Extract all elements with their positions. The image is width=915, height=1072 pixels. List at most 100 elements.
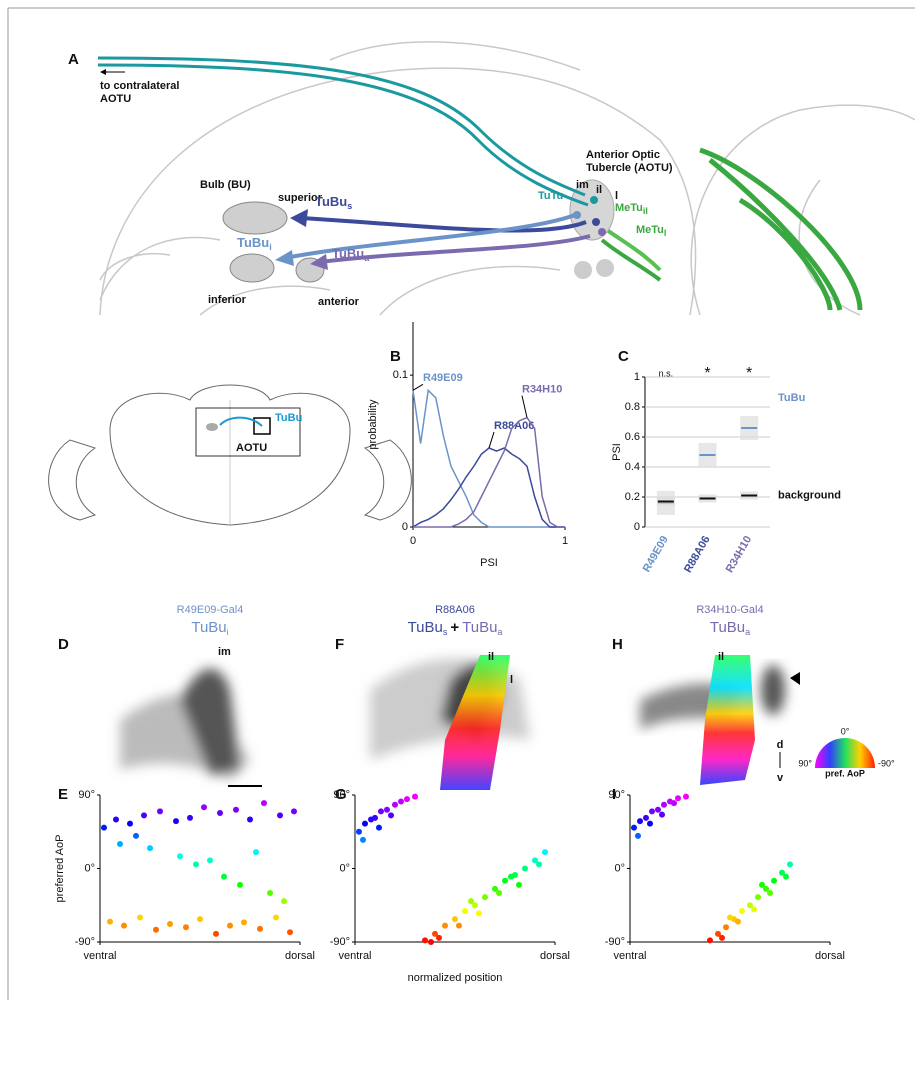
driver: R88A06 [435,604,475,616]
x-tick-label: R49E09 [641,534,671,574]
leader [522,396,527,418]
y-tick-label: 0.6 [625,431,640,443]
point [213,931,219,937]
line [413,390,565,527]
x-tick-label: R34H10 [724,534,755,575]
y-tick-label: 90° [608,789,625,801]
label: il [596,184,602,196]
x-tick-label: ventral [338,950,371,962]
point [267,890,273,896]
point [273,915,279,921]
annotation: n.s. [659,368,674,378]
point [127,821,133,827]
point [362,821,368,827]
point [398,799,404,805]
panel-f: F R88A06 TuBus+TuBua il l [335,604,530,790]
point [671,800,677,806]
driver: R49E09-Gal4 [177,604,244,616]
panel-letter: A [68,51,79,68]
point [291,808,297,814]
legend-label: background [778,489,841,501]
series-label: R34H10 [522,384,562,396]
tubu [220,418,262,426]
point [281,898,287,904]
label: anterior [318,296,360,308]
label: inferior [208,294,247,306]
panel-h: H R34H10-Gal4 TuBua il d v 0° 90° -90° p… [612,604,895,785]
point [177,853,183,859]
y-tick-label: 0.8 [625,401,640,413]
point [452,916,458,922]
cell [592,218,600,226]
x-tick-label: R88A06 [682,534,713,575]
point [384,807,390,813]
arrow [290,209,308,227]
point [217,810,223,816]
colorbar-label: pref. AoP [825,768,865,778]
y-tick-label: 0° [614,862,625,874]
x-axis-label: PSI [480,557,498,569]
y-tick-label: -90° [330,936,350,948]
label: im [218,646,231,658]
panel-letter: B [390,348,401,365]
y-tick-label: 0.1 [393,369,408,381]
cell-type: TuBua [710,619,750,637]
x-tick-label: dorsal [540,950,570,962]
point [241,919,247,925]
label: Tubercle (AOTU) [586,162,673,174]
figure: A to contralateral AOTU Anterior Optic T… [0,0,915,1067]
point [436,935,442,941]
metu-projection [700,150,860,310]
point [221,874,227,880]
label: Anterior Optic [586,149,660,161]
point [683,794,689,800]
point [360,837,366,843]
optic-lobe [49,440,95,520]
point [631,825,637,831]
cell-type: TuBus+TuBua [408,619,503,637]
y-tick-label: 0° [339,862,350,874]
colorbar [815,738,875,768]
legend-label: TuBu [778,392,805,404]
point [388,812,394,818]
point [157,808,163,814]
panel-letter: C [618,348,629,365]
x-tick-label: ventral [83,950,116,962]
leader [413,384,423,390]
y-axis-label: preferred AoP [54,835,66,903]
point [476,910,482,916]
y-tick-label: 0.4 [625,461,640,473]
optic-lobe [365,440,411,520]
panel-letter: D [58,636,69,653]
soma [574,261,592,279]
label: TuBu [275,412,302,424]
point [456,923,462,929]
panel-a: A to contralateral AOTU Anterior Optic T… [68,42,915,315]
point [428,939,434,945]
point [649,808,655,814]
y-axis-label: probability [367,399,379,450]
point [462,908,468,914]
point [197,916,203,922]
inset: TuBu AOTU [49,385,412,525]
annotation: * [746,365,752,382]
point [647,821,653,827]
aop-overlay [700,655,755,785]
point [727,915,733,921]
point [422,937,428,943]
annotation: * [704,365,710,382]
point [247,817,253,823]
point [261,800,267,806]
label: l [510,674,513,686]
point [661,802,667,808]
point [227,923,233,929]
label: AOTU [100,93,131,105]
y-axis-label: PSI [611,443,623,461]
point [356,829,362,835]
point [121,923,127,929]
point [723,924,729,930]
point [516,882,522,888]
soma [596,259,614,277]
x-tick-label: ventral [613,950,646,962]
point [735,919,741,925]
